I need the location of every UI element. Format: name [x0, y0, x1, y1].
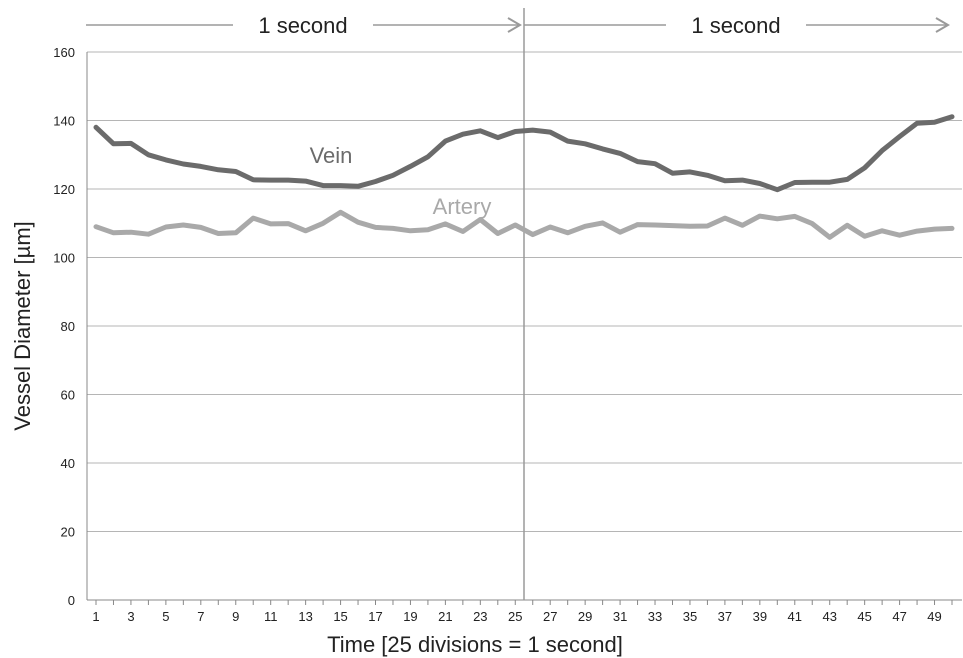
x-tick-label: 21 — [438, 609, 452, 624]
x-tick-label: 1 — [92, 609, 99, 624]
series-line-vein — [93, 114, 955, 193]
y-tick-label: 0 — [68, 593, 75, 608]
series-label-artery: Artery — [433, 194, 492, 219]
x-tick-label: 27 — [543, 609, 557, 624]
x-axis-title: Time [25 divisions = 1 second] — [327, 632, 623, 657]
data-series: Vein Artery — [93, 114, 955, 240]
x-tick-label: 31 — [613, 609, 627, 624]
x-tick-label: 19 — [403, 609, 417, 624]
x-tick-label: 17 — [368, 609, 382, 624]
x-tick-label: 37 — [718, 609, 732, 624]
x-tick-label: 15 — [333, 609, 347, 624]
period-label: 1 second — [258, 13, 347, 38]
period-annotations: 1 second 1 second — [86, 8, 950, 600]
period-label: 1 second — [691, 13, 780, 38]
y-tick-label: 120 — [53, 182, 75, 197]
x-tick-label: 47 — [892, 609, 906, 624]
y-axis-title: Vessel Diameter [µm] — [10, 221, 35, 431]
x-tick-label: 7 — [197, 609, 204, 624]
x-tick-label: 45 — [857, 609, 871, 624]
x-tick-label: 3 — [127, 609, 134, 624]
y-tick-label: 20 — [61, 525, 75, 540]
x-tick-label: 49 — [927, 609, 941, 624]
period-arrow-head — [935, 17, 950, 33]
x-tick-label: 39 — [753, 609, 767, 624]
x-tick-label: 43 — [822, 609, 836, 624]
y-tick-label: 40 — [61, 456, 75, 471]
y-tick-label: 100 — [53, 251, 75, 266]
series-line-artery — [93, 209, 955, 240]
y-tick-label: 80 — [61, 319, 75, 334]
x-tick-label: 29 — [578, 609, 592, 624]
y-tick-label: 140 — [53, 114, 75, 129]
series-label-vein: Vein — [310, 143, 353, 168]
x-tick-label: 33 — [648, 609, 662, 624]
x-tick-label: 13 — [298, 609, 312, 624]
x-tick-label: 11 — [264, 609, 278, 624]
x-tick-label: 35 — [683, 609, 697, 624]
period-arrow-head — [507, 17, 522, 33]
x-tick-label: 5 — [162, 609, 169, 624]
x-tick-label: 41 — [788, 609, 802, 624]
y-tick-label: 60 — [61, 388, 75, 403]
x-tick-label: 9 — [232, 609, 239, 624]
x-tick-label: 23 — [473, 609, 487, 624]
x-tick-label: 25 — [508, 609, 522, 624]
y-tick-label: 160 — [53, 45, 75, 60]
